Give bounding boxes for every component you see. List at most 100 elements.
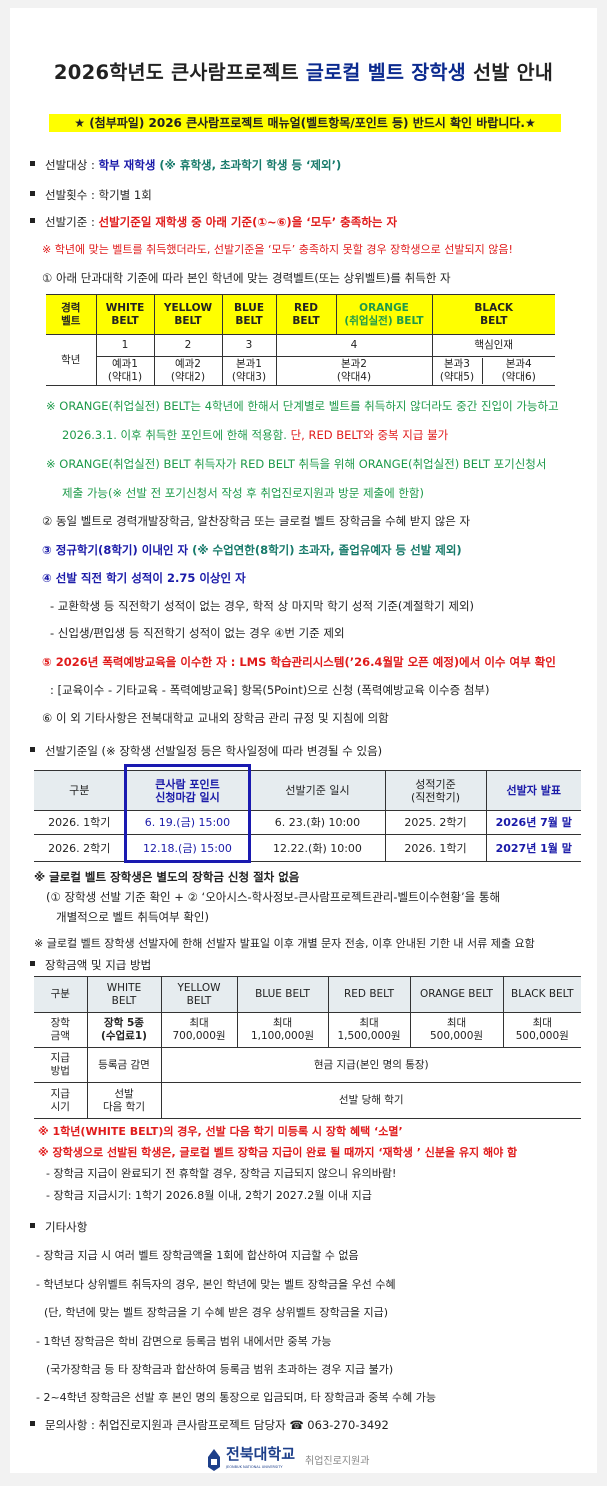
schedule-table: 구분 큰사람 포인트 신청마감 일시 선발기준 일시 성적기준 (직전학기) 선…	[34, 770, 581, 862]
value: 선발기준일 재학생 중 아래 기준(①~⑥)을 ‘모두’ 충족하는 자	[98, 215, 398, 229]
label: 선발횟수 :	[45, 188, 99, 202]
schedule-note: (① 장학생 선발 기준 확인 + ② ‘오아시스-학사정보-큰사람프로젝트관리…	[46, 890, 501, 904]
criterion-4-sub: - 신입생/편입생 등 직전학기 성적이 없는 경우 ④번 기준 제외	[50, 626, 345, 640]
value: 학부 재학생	[98, 158, 156, 172]
text: 단, RED BELT와 중복 지급 불가	[290, 428, 449, 442]
text: 장학금액 및 지급 방법	[45, 958, 152, 972]
page-title: 2026학년도 큰사람프로젝트 글로컬 벨트 장학생 선발 안내	[0, 56, 607, 85]
td: 2026. 1학기	[34, 810, 126, 835]
th: 선발자 발표	[485, 770, 581, 811]
th: BLUE BELT	[221, 294, 277, 335]
department-name: 취업진로지원과	[305, 1456, 370, 1467]
title-highlight: 글로컬 벨트 장학생	[305, 61, 467, 84]
th: ORANGE (취업실전) BELT	[335, 294, 433, 335]
td: 4	[275, 334, 433, 357]
university-name-en: JEONBUK NATIONAL UNIVERSITY	[226, 1465, 283, 1469]
td-sub: 본과4 (약대6)	[501, 358, 536, 383]
text: 2026.3.1. 이후 취득한 포인트에 한해 적용함.	[62, 428, 291, 442]
criterion-4: ④ 선발 직전 학기 성적이 2.75 이상인 자	[42, 571, 246, 585]
criterion-6: ⑥ 이 외 기타사항은 전북대학교 교내외 장학금 관리 규정 및 지침에 의함	[42, 711, 389, 725]
bullet-icon	[30, 1421, 35, 1426]
etc-item: - 장학금 지급 시 여러 벨트 장학금액을 1회에 합산하여 지급할 수 없음	[36, 1249, 359, 1262]
td: 예과1 (약대1)	[95, 356, 155, 386]
schedule-label: 선발기준일 (※ 장학생 선발일정 등은 학사일정에 따라 변경될 수 있음)	[30, 743, 382, 759]
document-sheet	[10, 8, 597, 1473]
th: BLACK BELT	[431, 294, 555, 335]
td: 최대 1,100,000원	[236, 1012, 329, 1048]
bullet-icon	[30, 1223, 35, 1228]
text: 기타사항	[45, 1220, 88, 1234]
th-text: 경력 벨트	[61, 301, 81, 327]
td: 핵심인재	[431, 334, 555, 357]
title-part3: 선발 안내	[466, 61, 554, 84]
td: 6. 23.(화) 10:00	[249, 810, 386, 835]
row-label: 학년	[46, 334, 97, 386]
schedule-note: ※ 글로컬 벨트 장학생 선발자에 한해 선발자 발표일 이후 개별 문자 전송…	[34, 937, 535, 950]
manual-notice-banner: ★ (첨부파일) 2026 큰사람프로젝트 매뉴얼(벨트항목/포인트 등) 반드…	[49, 114, 561, 132]
orange-note: 제출 가능(※ 선발 전 포기신청서 작성 후 취업진로지원과 방문 제출에 한…	[62, 486, 424, 500]
bullet-icon	[30, 161, 35, 166]
amount-label: 장학금액 및 지급 방법	[30, 957, 151, 973]
th: WHITE BELT	[95, 294, 155, 335]
td: 현금 지급(본인 명의 통장)	[160, 1047, 581, 1083]
text: 선발기준일 (※ 장학생 선발일정 등은 학사일정에 따라 변경될 수 있음)	[45, 744, 383, 758]
th: BLUE BELT	[236, 976, 329, 1013]
amount-note: ※ 장학생으로 선발된 학생은, 글로컬 벨트 장학금 지급이 완료 될 때까지…	[38, 1146, 518, 1159]
label: 선발기준 :	[45, 215, 99, 229]
etc-item: - 학년보다 상위벨트 취득자의 경우, 본인 학년에 맞는 벨트 장학금을 우…	[36, 1278, 396, 1291]
td: 선발 당해 학기	[160, 1082, 581, 1119]
th-text: RED BELT	[292, 301, 320, 327]
schedule-note: ※ 글로컬 벨트 장학생은 별도의 장학금 신청 절차 없음	[34, 870, 300, 884]
criterion-2: ② 동일 벨트로 경력개발장학금, 알찬장학금 또는 글로컬 벨트 장학금을 수…	[42, 514, 471, 528]
bullet-icon	[30, 218, 35, 223]
amount-note: - 장학금 지급이 완료되기 전 휴학할 경우, 장학금 지급되지 않으니 유의…	[46, 1167, 397, 1180]
bullet-icon	[30, 191, 35, 196]
td: 12.22.(화) 10:00	[249, 834, 386, 862]
etc-item: - 2~4학년 장학금은 선발 후 본인 명의 통장으로 입금되며, 타 장학금…	[36, 1391, 436, 1404]
th: 큰사람 포인트 신청마감 일시	[124, 770, 251, 811]
university-emblem-icon	[208, 1448, 220, 1471]
th: YELLOW BELT	[160, 976, 238, 1013]
bullet-icon	[30, 961, 35, 966]
label: 선발대상 :	[45, 158, 99, 172]
td: 최대 1,500,000원	[327, 1012, 411, 1048]
td: 6. 19.(금) 15:00	[124, 810, 251, 835]
text: 문의사항 : 취업진로지원과 큰사람프로젝트 담당자 ☎ 063-270-349…	[45, 1418, 389, 1432]
th: 성적기준 (직전학기)	[384, 770, 487, 811]
td: 2026년 7월 말	[485, 810, 581, 835]
td: 2026. 1학기	[384, 834, 487, 862]
th-text: BLUE BELT	[233, 301, 265, 327]
criterion-4-sub: - 교환학생 등 직전학기 성적이 없는 경우, 학적 상 마지막 학기 성적 …	[50, 599, 475, 613]
target-line: 선발대상 : 학부 재학생 (※ 휴학생, 초과학기 학생 등 ‘제외’)	[30, 157, 341, 173]
td: 최대 500,000원	[409, 1012, 504, 1048]
td: 2	[153, 334, 223, 357]
etc-item: (국가장학금 등 타 장학금과 합산하여 등록금 범위 초과하는 경우 지급 불…	[46, 1363, 394, 1376]
criterion-3: ③ 정규학기(8학기) 이내인 자 (※ 수업연한(8학기) 초과자, 졸업유예…	[42, 542, 462, 558]
count-line: 선발횟수 : 학기별 1회	[30, 187, 152, 203]
td: 본과1 (약대3)	[221, 356, 277, 386]
td: 2027년 1월 말	[485, 834, 581, 862]
etc-label: 기타사항	[30, 1219, 87, 1235]
td: 예과2 (약대2)	[153, 356, 223, 386]
td: 선발 다음 학기	[86, 1082, 162, 1119]
td: 3	[221, 334, 277, 357]
th: RED BELT	[327, 976, 411, 1013]
text: ③ 정규학기(8학기) 이내인 자	[42, 543, 189, 557]
th: RED BELT	[275, 294, 337, 335]
td: 1	[95, 334, 155, 357]
criterion-5-sub: : [교육이수 - 기타교육 - 폭력예방교육] 항목(5Point)으로 신청…	[50, 683, 490, 697]
th-text: ORANGE (취업실전) BELT	[344, 301, 424, 327]
th: ORANGE BELT	[409, 976, 504, 1013]
etc-item: (단, 학년에 맞는 벨트 장학금을 기 수혜 받은 경우 상위벨트 장학금을 …	[44, 1306, 389, 1319]
td-sub: 본과3 (약대5)	[433, 358, 483, 384]
amount-table: 구분 WHITE BELT YELLOW BELT BLUE BELT RED …	[34, 976, 581, 1119]
title-part1: 2026학년도 큰사람프로젝트	[53, 61, 306, 84]
university-logo: 전북대학교 JEONBUK NATIONAL UNIVERSITY 취업진로지원…	[208, 1446, 369, 1473]
th: 구분	[34, 976, 88, 1013]
td: 본과2 (약대4)	[275, 356, 433, 386]
note: (※ 휴학생, 초과학기 학생 등 ‘제외’)	[155, 158, 342, 172]
value: 학기별 1회	[98, 188, 152, 202]
td: 최대 500,000원	[502, 1012, 581, 1048]
bullet-icon	[30, 747, 35, 752]
th: BLACK BELT	[502, 976, 581, 1013]
